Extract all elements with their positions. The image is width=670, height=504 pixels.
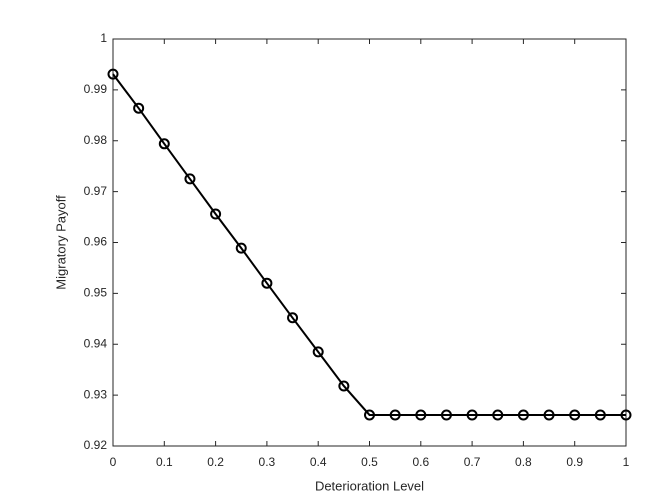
x-tick-label: 0.6: [412, 455, 429, 469]
y-tick-label: 0.95: [84, 286, 108, 300]
data-point: [312, 346, 324, 358]
data-point: [107, 68, 119, 80]
data-point: [210, 208, 222, 220]
x-tick-label: 0.5: [361, 455, 378, 469]
data-point: [287, 312, 299, 324]
plot-area: [112, 38, 627, 447]
data-line: [112, 73, 626, 416]
data-point: [569, 409, 581, 421]
data-point: [364, 409, 375, 421]
data-point: [158, 138, 170, 150]
y-tick-label: 0.97: [84, 184, 108, 198]
x-axis-label: Deterioration Level: [315, 478, 424, 493]
y-tick-label: 0.96: [84, 235, 108, 249]
y-tick-label: 0.93: [84, 387, 108, 401]
data-point: [543, 409, 555, 421]
data-point: [389, 409, 401, 421]
data-point: [261, 277, 273, 289]
data-point: [133, 102, 145, 114]
data-point: [466, 409, 478, 421]
x-tick-label: 0.4: [310, 455, 327, 469]
y-axis-label: Migratory Payoff: [53, 195, 68, 290]
y-tick-label: 0.99: [84, 82, 108, 96]
data-point: [492, 409, 504, 421]
data-point: [620, 409, 632, 421]
x-tick-label: 0.2: [207, 455, 224, 469]
y-tick-label: 1: [100, 31, 107, 45]
y-tick-label: 0.92: [84, 438, 108, 452]
x-tick-label: 0.1: [156, 455, 173, 469]
y-tick-label: 0.94: [84, 336, 108, 350]
y-tick-label: 0.98: [84, 133, 108, 147]
x-tick-label: 1: [623, 455, 630, 469]
data-point: [594, 409, 606, 421]
x-tick-label: 0.9: [566, 455, 583, 469]
x-tick-label: 0: [110, 455, 117, 469]
data-point: [235, 242, 247, 254]
x-tick-label: 0.8: [515, 455, 532, 469]
data-point: [517, 409, 529, 421]
data-point: [440, 409, 452, 421]
x-tick-label: 0.3: [259, 455, 276, 469]
data-point: [415, 409, 427, 421]
x-tick-label: 0.7: [464, 455, 481, 469]
data-point: [338, 380, 350, 392]
data-point: [184, 173, 196, 185]
